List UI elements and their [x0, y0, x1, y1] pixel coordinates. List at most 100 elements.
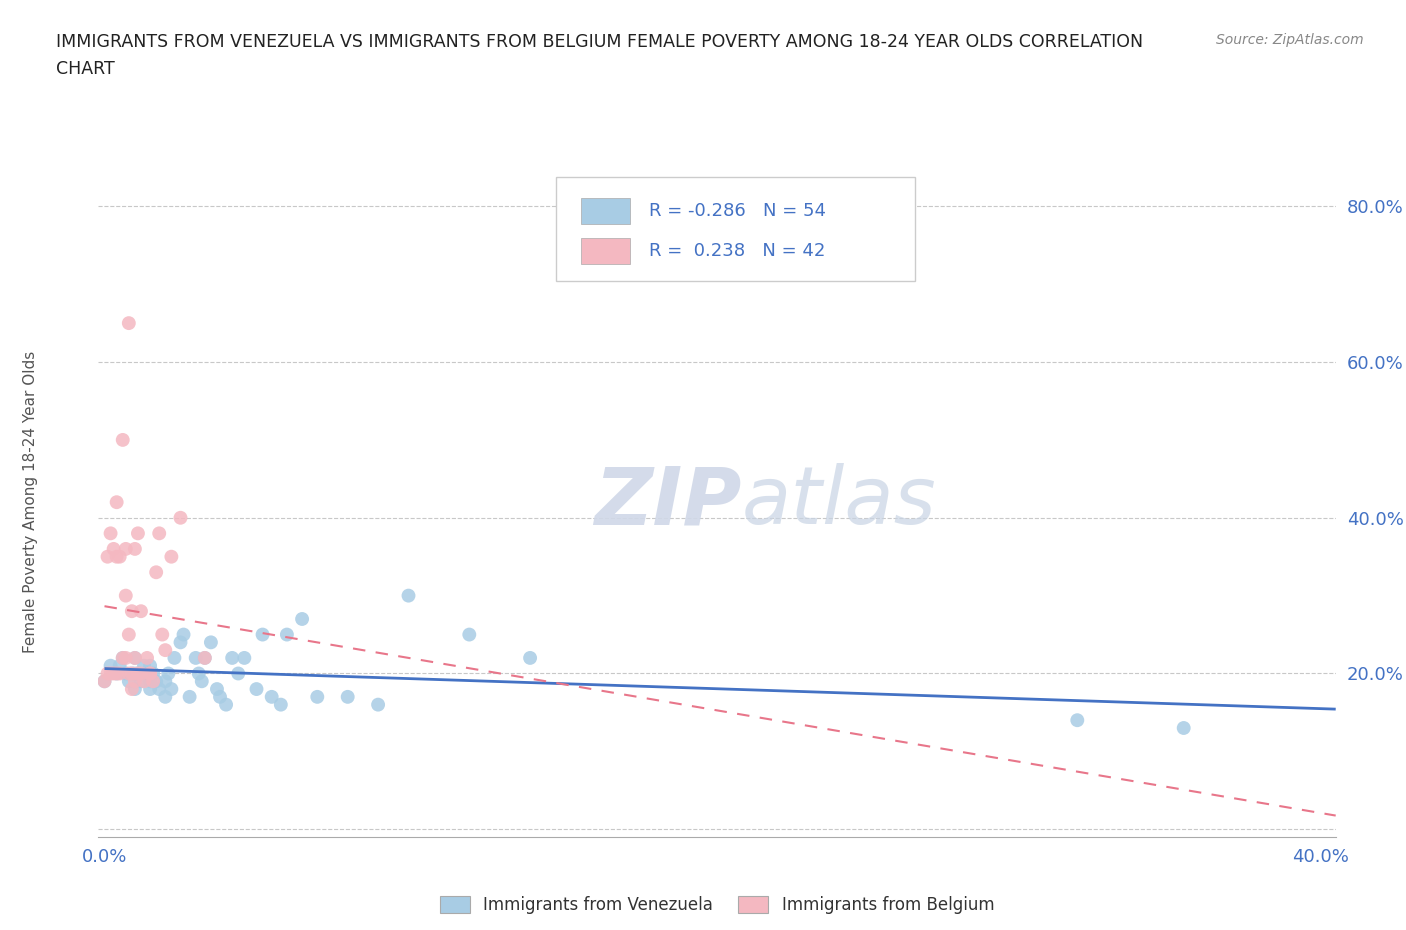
Point: [121, 666, 143, 681]
Point: [245, 682, 267, 697]
Point: [124, 650, 146, 665]
Point: [148, 682, 170, 697]
Point: [169, 511, 191, 525]
Point: [155, 689, 177, 704]
Point: [111, 650, 134, 665]
Point: [163, 650, 186, 665]
Point: [173, 627, 195, 642]
Point: [129, 674, 152, 689]
Point: [121, 682, 143, 697]
Point: [108, 550, 131, 565]
Point: [169, 635, 191, 650]
Point: [124, 541, 146, 556]
Point: [215, 698, 238, 712]
Point: [136, 666, 159, 681]
Point: [150, 627, 173, 642]
Point: [121, 666, 143, 681]
Point: [142, 674, 165, 689]
Point: [336, 689, 359, 704]
Point: [145, 674, 167, 689]
Point: [252, 627, 274, 642]
Point: [127, 525, 149, 540]
Point: [1173, 721, 1195, 736]
Point: [100, 525, 122, 540]
Point: [139, 682, 162, 697]
FancyBboxPatch shape: [557, 178, 915, 281]
Point: [367, 698, 389, 712]
Point: [118, 674, 141, 689]
Point: [100, 658, 122, 673]
Point: [200, 635, 222, 650]
Point: [93, 674, 115, 689]
Point: [291, 612, 314, 627]
Point: [221, 650, 243, 665]
Text: IMMIGRANTS FROM VENEZUELA VS IMMIGRANTS FROM BELGIUM FEMALE POVERTY AMONG 18-24 : IMMIGRANTS FROM VENEZUELA VS IMMIGRANTS …: [56, 33, 1143, 50]
Point: [139, 666, 162, 681]
Point: [132, 674, 155, 689]
Point: [103, 666, 125, 681]
Text: R =  0.238   N = 42: R = 0.238 N = 42: [650, 242, 825, 260]
Point: [307, 689, 329, 704]
Point: [118, 315, 141, 330]
Point: [1066, 712, 1088, 727]
Point: [127, 666, 149, 681]
Point: [191, 674, 214, 689]
Point: [124, 650, 146, 665]
Point: [96, 550, 118, 565]
Point: [111, 650, 134, 665]
Point: [105, 666, 128, 681]
Point: [187, 666, 209, 681]
Legend: Immigrants from Venezuela, Immigrants from Belgium: Immigrants from Venezuela, Immigrants fr…: [432, 887, 1002, 923]
Point: [100, 666, 122, 681]
Point: [155, 674, 177, 689]
Point: [160, 550, 183, 565]
Point: [205, 682, 228, 697]
Point: [398, 588, 420, 603]
Point: [96, 666, 118, 681]
Point: [136, 650, 159, 665]
Point: [118, 666, 141, 681]
Point: [139, 674, 162, 689]
Point: [114, 666, 136, 681]
Point: [118, 627, 141, 642]
Point: [458, 627, 481, 642]
Point: [114, 541, 136, 556]
Point: [184, 650, 207, 665]
Point: [124, 666, 146, 681]
Point: [105, 550, 128, 565]
Text: CHART: CHART: [56, 60, 115, 78]
Point: [270, 698, 292, 712]
Point: [108, 658, 131, 673]
Point: [93, 674, 115, 689]
Point: [121, 604, 143, 618]
Point: [127, 666, 149, 681]
Text: R = -0.286   N = 54: R = -0.286 N = 54: [650, 202, 825, 219]
Text: ZIP: ZIP: [595, 463, 742, 541]
Point: [139, 666, 162, 681]
FancyBboxPatch shape: [581, 197, 630, 224]
Text: atlas: atlas: [742, 463, 936, 541]
Point: [208, 689, 231, 704]
FancyBboxPatch shape: [581, 238, 630, 264]
Point: [142, 666, 165, 681]
Text: Female Poverty Among 18-24 Year Olds: Female Poverty Among 18-24 Year Olds: [24, 352, 38, 653]
Point: [124, 674, 146, 689]
Point: [132, 658, 155, 673]
Point: [233, 650, 256, 665]
Text: Source: ZipAtlas.com: Source: ZipAtlas.com: [1216, 33, 1364, 46]
Point: [139, 658, 162, 673]
Point: [105, 666, 128, 681]
Point: [276, 627, 298, 642]
Point: [260, 689, 283, 704]
Point: [519, 650, 541, 665]
Point: [124, 682, 146, 697]
Point: [129, 604, 152, 618]
Point: [157, 666, 180, 681]
Point: [194, 650, 217, 665]
Point: [179, 689, 201, 704]
Point: [103, 541, 125, 556]
Point: [160, 682, 183, 697]
Point: [129, 666, 152, 681]
Point: [108, 666, 131, 681]
Point: [226, 666, 249, 681]
